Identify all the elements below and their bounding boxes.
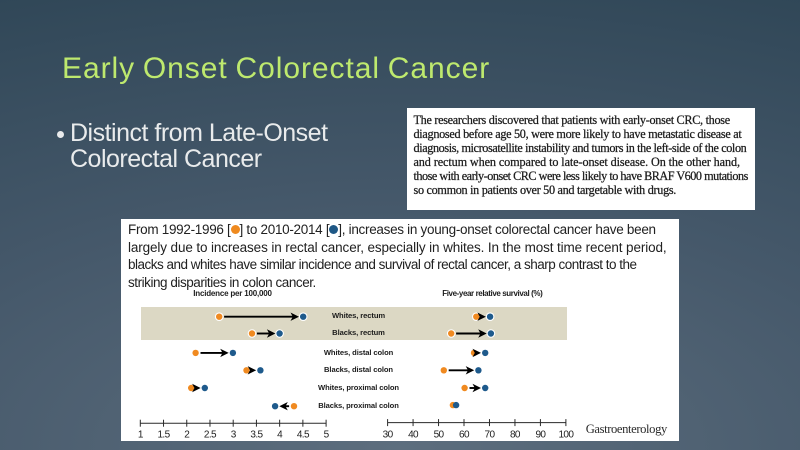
- svg-text:5: 5: [324, 429, 330, 440]
- svg-text:80: 80: [510, 429, 521, 440]
- svg-text:50: 50: [434, 429, 445, 440]
- svg-text:2.5: 2.5: [204, 429, 217, 440]
- svg-text:40: 40: [408, 429, 419, 440]
- svg-text:1: 1: [138, 429, 144, 440]
- svg-text:1.5: 1.5: [157, 429, 170, 440]
- svg-text:100: 100: [558, 429, 574, 440]
- svg-text:4: 4: [277, 429, 283, 440]
- svg-text:90: 90: [535, 429, 546, 440]
- svg-text:4.5: 4.5: [297, 429, 310, 440]
- svg-text:3.5: 3.5: [250, 429, 263, 440]
- svg-text:60: 60: [459, 429, 470, 440]
- svg-text:70: 70: [485, 429, 496, 440]
- svg-text:2: 2: [184, 429, 190, 440]
- svg-text:3: 3: [231, 429, 237, 440]
- svg-text:30: 30: [383, 429, 394, 440]
